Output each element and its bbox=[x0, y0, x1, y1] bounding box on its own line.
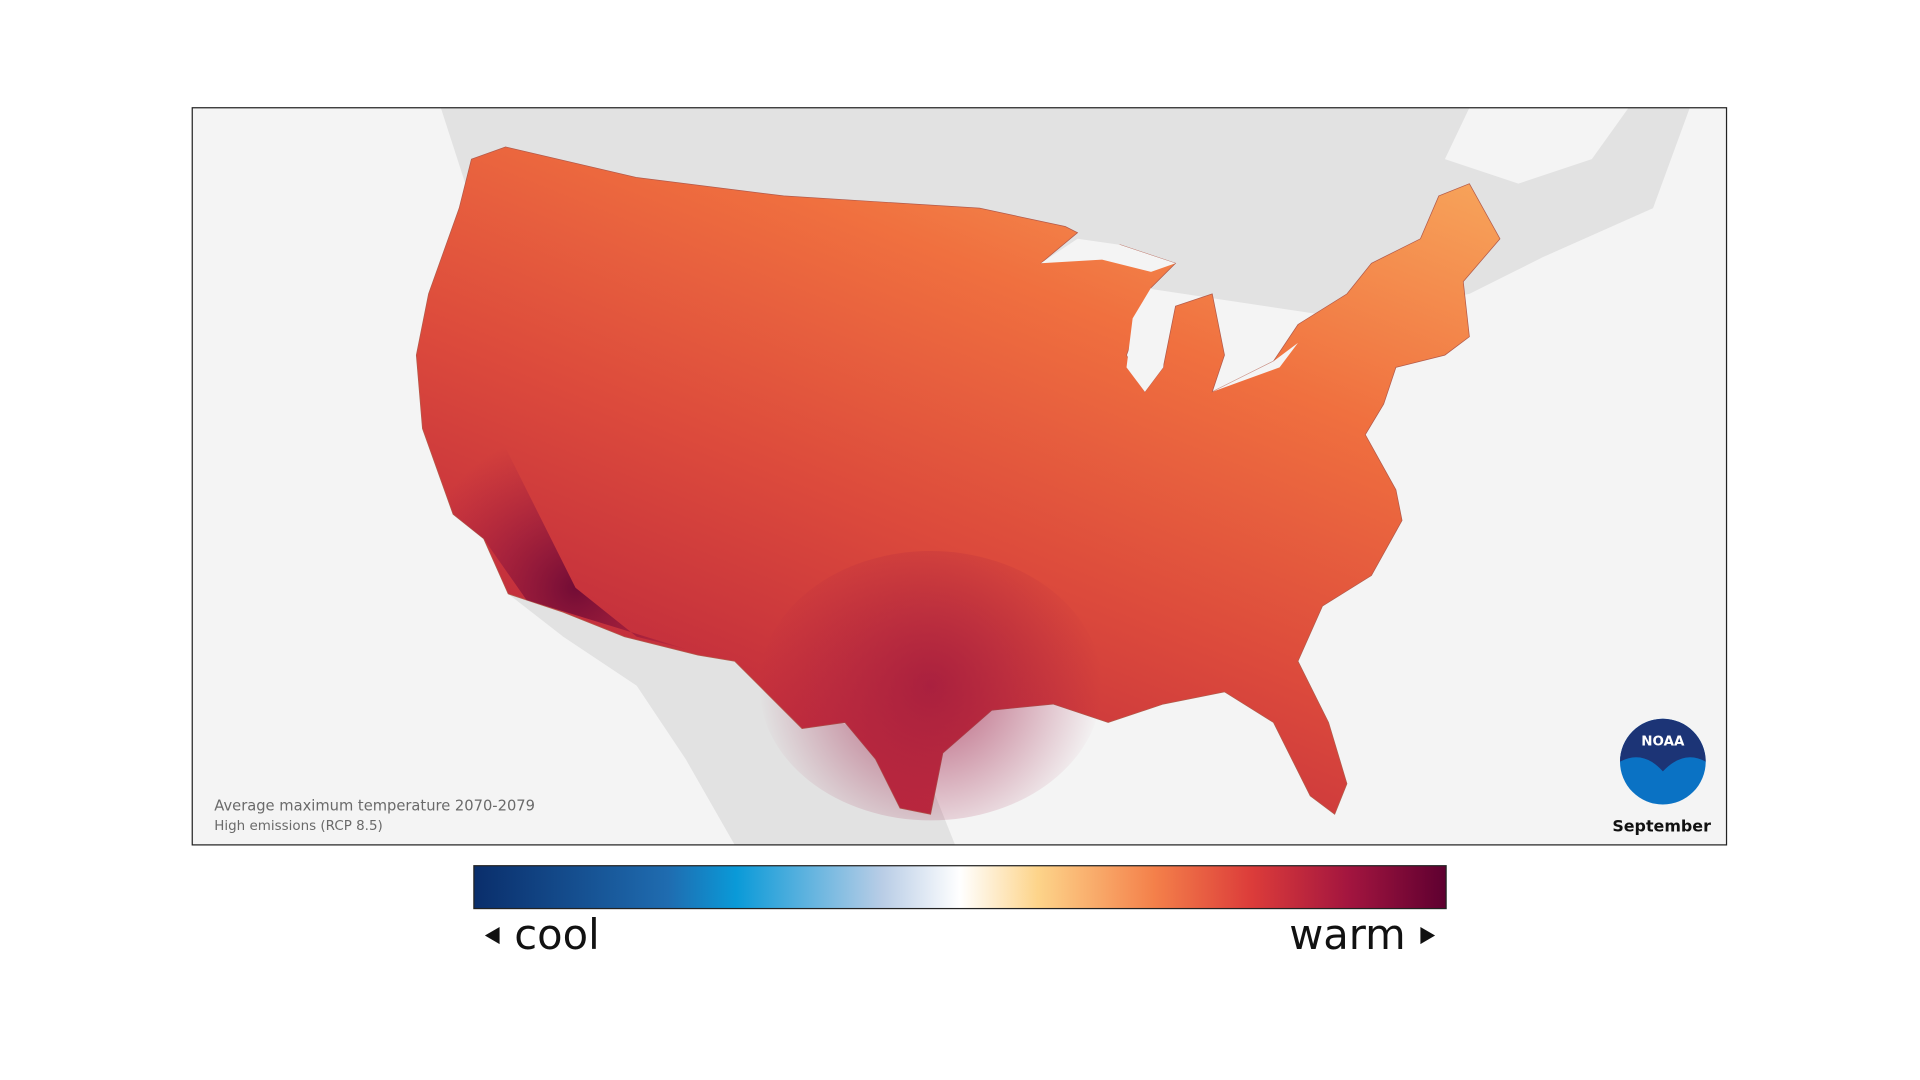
logo-text: NOAA bbox=[1641, 735, 1685, 750]
lake-michigan bbox=[1126, 287, 1166, 392]
lake-superior bbox=[1040, 238, 1176, 272]
noaa-logo: NOAA bbox=[1620, 718, 1706, 805]
logo-top bbox=[1620, 718, 1706, 772]
warm-arrow bbox=[1420, 926, 1436, 945]
caption-subtitle: High emissions (RCP 8.5) bbox=[214, 819, 382, 834]
month-label: September bbox=[1612, 816, 1711, 835]
texas-heat bbox=[759, 551, 1103, 821]
color-bar bbox=[473, 865, 1447, 910]
map-frame bbox=[191, 107, 1728, 846]
caption-title: Average maximum temperature 2070-2079 bbox=[214, 798, 535, 815]
legend-low: cool bbox=[514, 910, 599, 959]
southwest-heat bbox=[416, 293, 686, 649]
cool-arrow bbox=[484, 926, 500, 945]
legend-high: warm bbox=[1289, 910, 1405, 959]
map-area: Average maximum temperature 2070-2079 Hi… bbox=[192, 107, 1727, 845]
